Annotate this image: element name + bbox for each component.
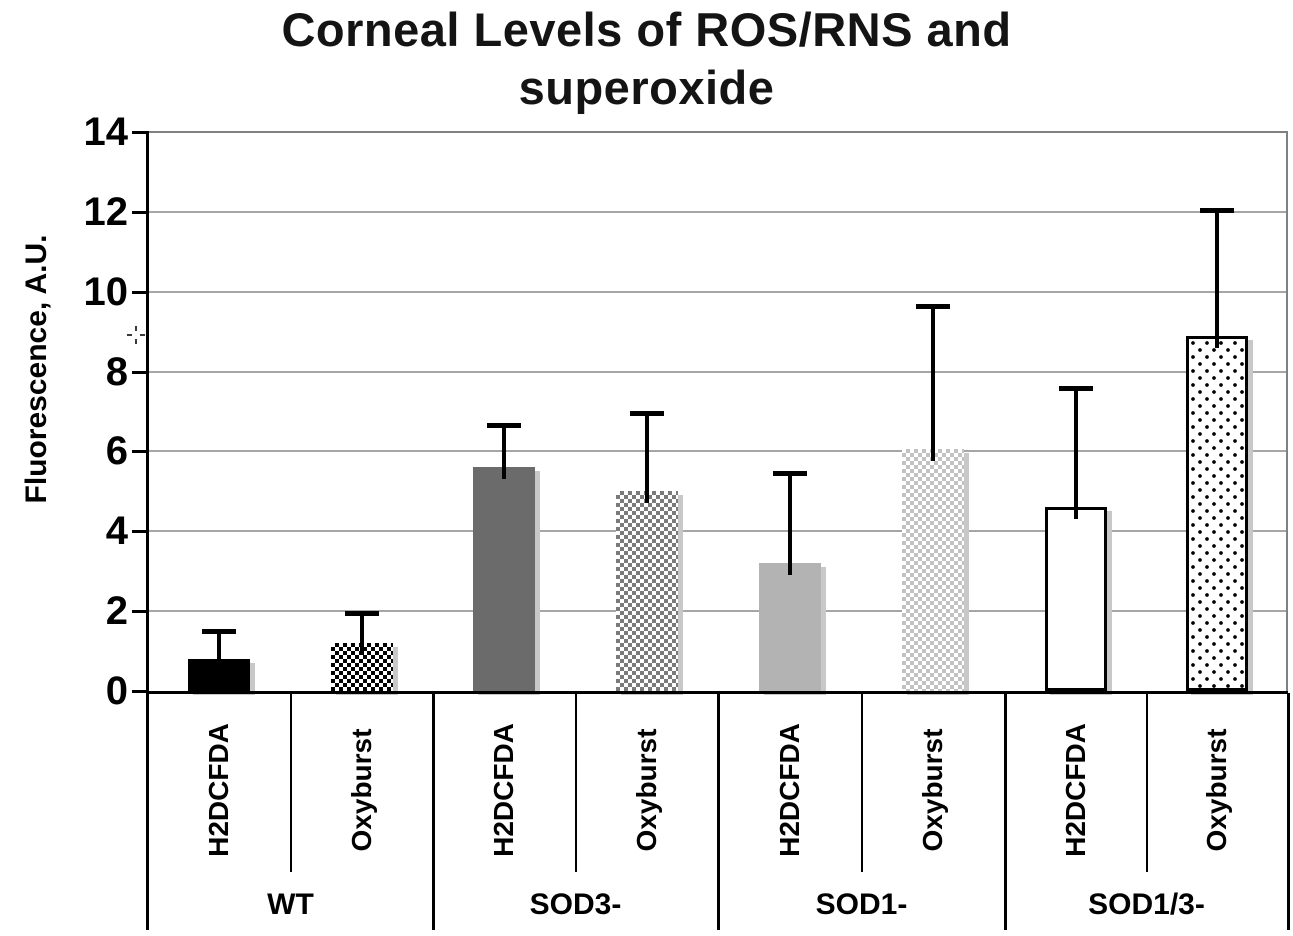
bar-label-SOD1/3--H2DCFDA: H2DCFDA xyxy=(1059,723,1091,857)
errorbar-cap-SOD1--H2DCFDA xyxy=(772,471,807,477)
gridline-4 xyxy=(148,530,1288,533)
gridline-2 xyxy=(148,610,1288,613)
bar-label-SOD1/3--Oxyburst: Oxyburst xyxy=(1201,728,1233,852)
bar-SOD3--H2DCFDA xyxy=(473,467,536,691)
bar-label-WT-H2DCFDA: H2DCFDA xyxy=(203,723,235,857)
errorbar-cap-SOD3--Oxyburst xyxy=(629,411,664,417)
bar-separator xyxy=(860,693,863,872)
bar-label-SOD3--Oxyburst: Oxyburst xyxy=(630,728,662,852)
gridline-6 xyxy=(148,450,1288,453)
errorbar-line-SOD1--H2DCFDA xyxy=(787,473,792,576)
bar-separator xyxy=(289,693,292,872)
errorbar-line-SOD1/3--Oxyburst xyxy=(1215,209,1220,348)
group-label-SOD1-: SOD1- xyxy=(815,888,908,921)
y-axis-line xyxy=(146,131,149,930)
y-tick-8 xyxy=(132,370,146,374)
y-tick-2 xyxy=(132,610,146,614)
errorbar-cap-SOD1/3--H2DCFDA xyxy=(1058,385,1093,391)
chart-title-line2: superoxide xyxy=(518,61,775,114)
group-label-SOD3-: SOD3- xyxy=(529,888,622,921)
group-separator xyxy=(1286,693,1290,930)
errorbar-line-WT-Oxyburst xyxy=(359,613,364,656)
y-tick-label-10: 10 xyxy=(83,269,129,314)
group-separator xyxy=(716,693,720,930)
y-tick-label-4: 4 xyxy=(105,509,128,554)
bar-separator xyxy=(1145,693,1148,872)
bar-SOD1/3--Oxyburst xyxy=(1186,335,1249,691)
y-tick-10 xyxy=(132,290,146,294)
group-separator xyxy=(1003,693,1007,930)
bar-label-WT-Oxyburst: Oxyburst xyxy=(345,728,377,852)
bar-SOD1--Oxyburst xyxy=(902,449,965,691)
bar-label-SOD1--H2DCFDA: H2DCFDA xyxy=(773,723,805,857)
y-tick-label-2: 2 xyxy=(105,589,128,634)
y-tick-label-0: 0 xyxy=(105,669,128,713)
y-tick-label-14: 14 xyxy=(83,110,129,154)
bar-label-SOD3--H2DCFDA: H2DCFDA xyxy=(488,723,520,857)
errorbar-cap-SOD3--H2DCFDA xyxy=(487,423,522,429)
errorbar-cap-SOD1/3--Oxyburst xyxy=(1200,207,1235,213)
x-axis-line xyxy=(146,691,1288,694)
bar-separator xyxy=(574,693,577,872)
y-tick-14 xyxy=(132,131,146,134)
errorbar-line-SOD1--Oxyburst xyxy=(931,305,936,462)
errorbar-cap-WT-H2DCFDA xyxy=(202,629,237,635)
y-tick-6 xyxy=(132,450,146,454)
y-tick-4 xyxy=(132,530,146,534)
errorbar-cap-SOD1--Oxyburst xyxy=(916,303,951,309)
y-tick-12 xyxy=(132,210,146,214)
errorbar-line-SOD3--H2DCFDA xyxy=(502,425,507,480)
crosshair-cursor-icon xyxy=(127,326,145,344)
group-label-WT: WT xyxy=(267,888,314,921)
bar-SOD1/3--H2DCFDA xyxy=(1044,507,1107,691)
gridline-12 xyxy=(148,210,1288,213)
errorbar-line-SOD3--Oxyburst xyxy=(644,413,649,504)
y-tick-label-6: 6 xyxy=(105,429,128,474)
group-separator xyxy=(431,693,435,930)
chart-title-line1: Corneal Levels of ROS/RNS and xyxy=(281,3,1012,56)
gridline-8 xyxy=(148,370,1288,373)
plot-frame-top xyxy=(148,131,1288,133)
gridline-10 xyxy=(148,290,1288,293)
bar-SOD3--Oxyburst xyxy=(615,491,678,691)
y-tick-0 xyxy=(132,690,146,693)
plot-frame-right xyxy=(1286,132,1288,691)
errorbar-line-SOD1/3--H2DCFDA xyxy=(1073,387,1078,520)
errorbar-cap-WT-Oxyburst xyxy=(344,611,379,617)
group-label-SOD1/3-: SOD1/3- xyxy=(1088,888,1205,921)
errorbar-line-WT-H2DCFDA xyxy=(217,631,222,672)
bar-label-SOD1--Oxyburst: Oxyburst xyxy=(917,728,949,852)
y-tick-label-8: 8 xyxy=(105,349,128,394)
bar-SOD1--H2DCFDA xyxy=(758,563,821,691)
y-tick-label-12: 12 xyxy=(83,189,129,234)
